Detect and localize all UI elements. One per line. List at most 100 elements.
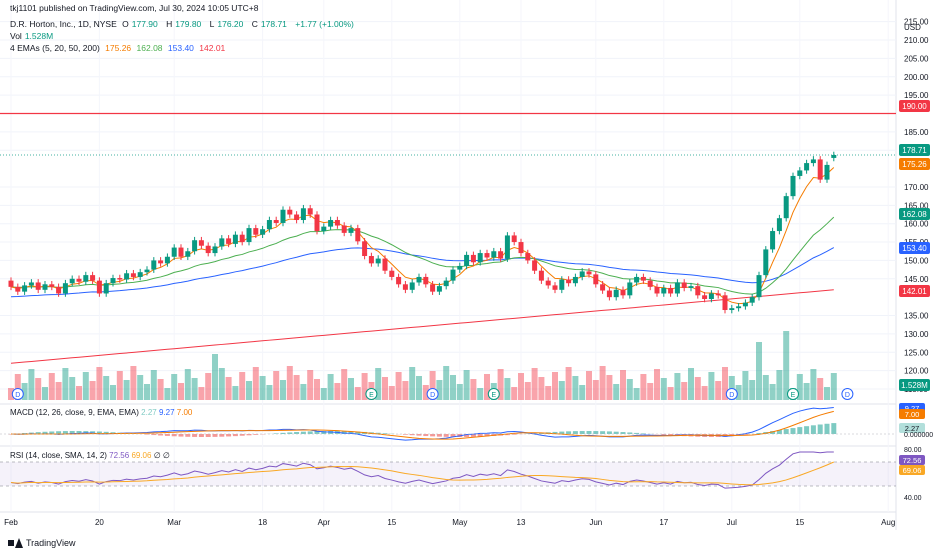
candle-body [56, 286, 62, 294]
macd-histogram-bar [824, 423, 830, 434]
volume-bar [354, 387, 361, 400]
candle-body [538, 270, 544, 281]
volume-bar [123, 380, 130, 400]
price-badge-label: 190.00 [902, 102, 927, 111]
volume-bar [477, 388, 484, 400]
volume-bar [171, 374, 178, 400]
candle-body [606, 290, 612, 298]
candle-body [450, 269, 456, 281]
candle-body [130, 273, 136, 277]
candle-body [294, 214, 300, 221]
macd-histogram-bar [328, 431, 334, 434]
volume-value: 1.528M [24, 31, 54, 41]
volume-bar [212, 354, 218, 400]
candle-body [511, 235, 517, 243]
candle-body [8, 280, 14, 287]
volume-bar [320, 388, 327, 400]
y-tick-label: 195.00 [904, 91, 929, 100]
macd-histogram-bar [776, 430, 782, 434]
candle-body [192, 240, 198, 252]
candle-body [396, 276, 402, 285]
rsi-badge-label: 72.56 [903, 456, 922, 465]
y-tick-label: 135.00 [904, 312, 929, 321]
volume-bar [266, 385, 273, 400]
volume-bar [259, 376, 266, 400]
tradingview-logo: TradingView [8, 538, 76, 548]
macd-histogram-bar [273, 433, 279, 434]
candle-body [389, 270, 395, 277]
volume-bar [722, 367, 728, 400]
ema200-value: 142.01 [199, 43, 226, 53]
ema20-value: 162.08 [136, 43, 163, 53]
tradingview-logo-icon [8, 538, 23, 548]
candle-body [600, 284, 606, 291]
volume-bar [280, 380, 286, 400]
symbol-title[interactable]: D.R. Horton, Inc., 1D, NYSE [10, 19, 117, 29]
macd-histogram-bar [321, 431, 327, 434]
volume-bar [660, 378, 667, 400]
candle-body [15, 286, 21, 292]
volume-bar [48, 373, 55, 400]
candle-body [613, 289, 619, 298]
candle-body [314, 214, 320, 232]
volume-bar [422, 385, 429, 400]
x-tick-label: Jun [589, 518, 602, 527]
macd-histogram-bar [56, 431, 62, 434]
macd-histogram-bar [226, 434, 232, 437]
macd-histogram-bar [307, 431, 313, 434]
event-marker-label: D [729, 392, 734, 399]
candle-body [355, 228, 361, 242]
macd-histogram-bar [171, 434, 177, 437]
macd-histogram-bar [430, 434, 436, 437]
volume-bar [565, 367, 572, 400]
macd-histogram-bar [797, 427, 803, 434]
ema5-line [10, 167, 835, 305]
volume-bar [402, 381, 409, 400]
candle-body [42, 284, 48, 290]
price-badge [899, 158, 930, 170]
rsi-badge-label: 69.06 [903, 466, 922, 475]
volume-bar [572, 376, 579, 400]
volume-bar [824, 387, 830, 400]
volume-bar [116, 371, 123, 400]
volume-bar [76, 386, 82, 400]
candle-body [178, 247, 184, 257]
macd-histogram-bar [355, 431, 361, 434]
x-tick-label: May [452, 518, 467, 527]
x-tick-label: 15 [387, 518, 396, 527]
candle-body [566, 279, 572, 284]
macd-histogram-bar [470, 434, 476, 437]
price-badge-label: 175.26 [902, 160, 927, 169]
event-marker-icon [725, 388, 738, 400]
volume-bar [599, 366, 606, 400]
candle-body [783, 196, 789, 219]
macd-histogram-bar [450, 434, 456, 437]
macd-histogram-bar [192, 434, 198, 437]
volume-bar [110, 385, 116, 400]
volume-bar [742, 371, 749, 400]
x-tick-label: Jul [727, 518, 737, 527]
macd-histogram-bar [96, 431, 102, 434]
y-tick-label: 200.00 [904, 73, 929, 82]
macd-histogram-bar [600, 431, 606, 434]
macd-histogram-bar [810, 425, 816, 434]
volume-bar [830, 373, 837, 400]
candle-body [307, 208, 313, 215]
candle-body [375, 258, 381, 264]
candle-body [695, 286, 701, 296]
ema5-value: 175.26 [105, 43, 132, 53]
volume-bar [776, 370, 783, 400]
macd-histogram-bar [742, 434, 748, 435]
candle-body [334, 220, 340, 226]
macd-histogram-bar [756, 432, 762, 434]
volume-bar [348, 378, 354, 400]
low-value: 176.20 [217, 19, 244, 29]
candle-body [457, 265, 463, 270]
volume-bar [708, 372, 715, 400]
candle-body [430, 284, 436, 292]
price-badge [899, 144, 930, 156]
macd-histogram-bar [42, 431, 48, 434]
candle-body [545, 280, 551, 286]
volume-bar [796, 374, 803, 400]
